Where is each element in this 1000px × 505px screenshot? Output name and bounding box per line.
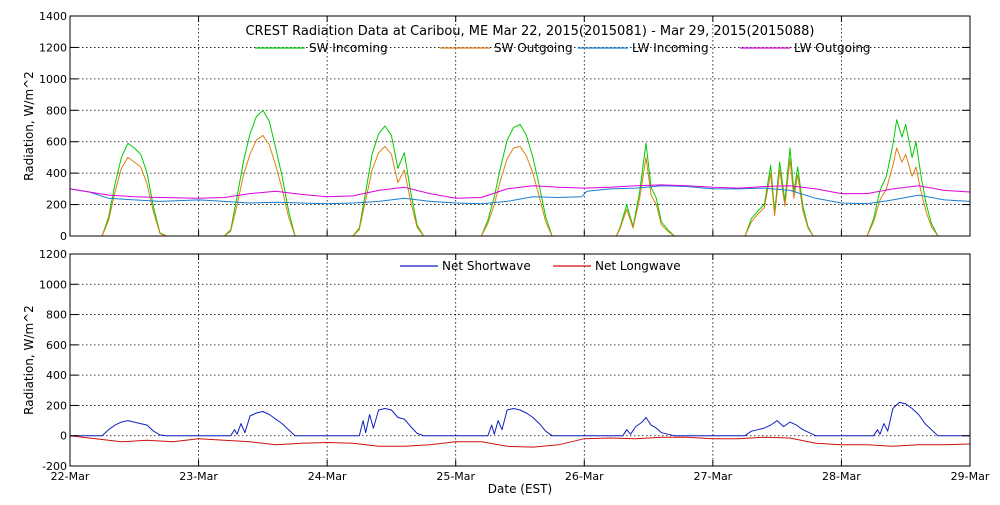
series-line-lw-incoming <box>69 185 971 205</box>
top-y-tick-label: 1400 <box>39 10 67 23</box>
series-line-net-shortwave <box>70 401 970 437</box>
legend-label-lw-outgoing: LW Outgoing <box>794 41 871 55</box>
x-axis-title: Date (EST) <box>488 482 552 496</box>
top-panel: CREST Radiation Data at Caribou, ME Mar … <box>22 10 971 243</box>
x-tick-label-28-mar: 28-Mar <box>822 470 861 483</box>
bottom-legend: Net Shortwave Net Longwave <box>400 259 681 273</box>
top-y-axis-title: Radiation, W/m^2 <box>22 71 36 181</box>
bottom-y-tick-label: 800 <box>46 309 67 322</box>
chart-title: CREST Radiation Data at Caribou, ME Mar … <box>245 24 814 39</box>
series-line-net-longwave <box>69 435 971 448</box>
bottom-y-tick-label: 400 <box>46 369 67 382</box>
series-line-sw-outgoing <box>70 134 970 237</box>
bottom-x-ticks: 22-Mar 23-Mar 24-Mar 25-Mar 26-Mar 27-Mar 28-M… <box>51 470 990 483</box>
legend-label-lw-incoming: LW Incoming <box>632 41 709 55</box>
top-y-tick-label: 800 <box>46 104 67 117</box>
bottom-plot-frame <box>69 253 971 467</box>
top-y-tick-label: 1200 <box>39 41 67 54</box>
bottom-y-ticks: -200 0 200 400 600 800 1000 1200 <box>39 248 970 473</box>
bottom-y-axis-title: Radiation, W/m^2 <box>22 305 36 415</box>
legend-label-sw-outgoing: SW Outgoing <box>494 41 573 55</box>
x-tick-label-26-mar: 26-Mar <box>565 470 604 483</box>
bottom-y-tick-label: 1000 <box>39 278 67 291</box>
top-y-tick-label: 0 <box>60 230 67 243</box>
bottom-panel: Radiation, W/m^2 Date (EST) Net Shortwav… <box>22 248 990 496</box>
top-grid <box>69 16 971 236</box>
bottom-y-tick-label: 200 <box>46 399 67 412</box>
x-tick-label-23-mar: 23-Mar <box>179 470 218 483</box>
top-legend: SW Incoming SW Outgoing LW Incoming LW Outg… <box>255 41 871 55</box>
x-tick-label-29-mar: 29-Mar <box>951 470 990 483</box>
top-y-tick-label: 600 <box>46 136 67 149</box>
x-tick-label-24-mar: 24-Mar <box>308 470 347 483</box>
x-tick-label-22-mar: 22-Mar <box>51 470 90 483</box>
top-y-tick-label: 200 <box>46 199 67 212</box>
x-tick-label-27-mar: 27-Mar <box>693 470 732 483</box>
bottom-grid <box>69 254 971 466</box>
bottom-y-tick-label: -200 <box>42 460 67 473</box>
legend-label-net-shortwave: Net Shortwave <box>442 259 531 273</box>
top-y-tick-label: 1000 <box>39 73 67 86</box>
x-tick-label-25-mar: 25-Mar <box>436 470 475 483</box>
bottom-y-tick-label: 0 <box>60 430 67 443</box>
series-line-lw-outgoing <box>69 184 971 199</box>
bottom-y-tick-label: 1200 <box>39 248 67 261</box>
legend-label-net-longwave: Net Longwave <box>595 259 681 273</box>
bottom-y-tick-label: 600 <box>46 339 67 352</box>
bottom-series-group <box>69 401 971 448</box>
top-plot-frame <box>69 15 971 237</box>
top-y-tick-label: 400 <box>46 167 67 180</box>
top-y-ticks: 0 200 400 600 800 1000 1200 1400 <box>39 10 970 243</box>
legend-label-sw-incoming: SW Incoming <box>309 41 388 55</box>
